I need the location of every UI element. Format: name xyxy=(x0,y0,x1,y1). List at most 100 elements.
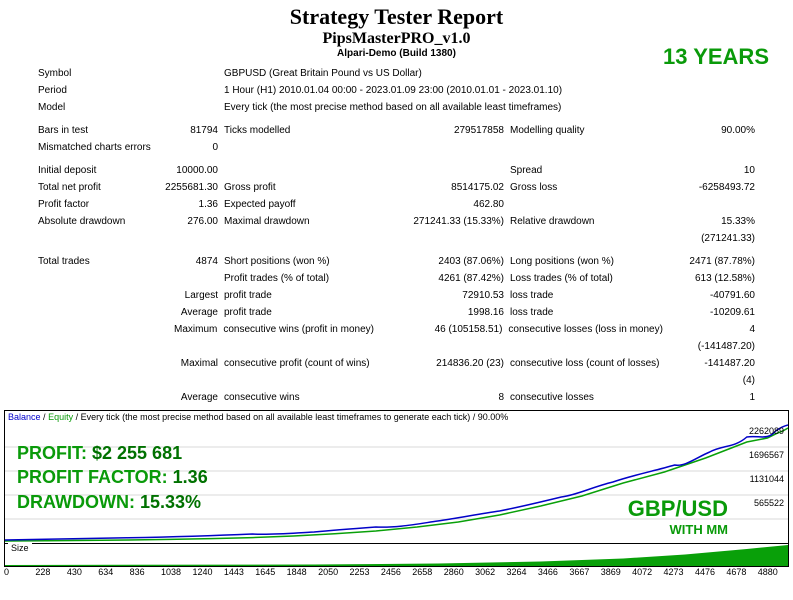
overlay-pair-text: GBP/USD xyxy=(628,496,728,522)
xtick: 4273 xyxy=(664,567,695,577)
xtick: 3869 xyxy=(601,567,632,577)
label-max-cw: consecutive wins (profit in money) xyxy=(217,321,412,355)
value-avg-cw: 8 xyxy=(384,389,504,406)
overlay-pair: GBP/USD WITH MM xyxy=(628,496,728,537)
size-label: Size xyxy=(8,543,32,553)
label-largest-pt: profit trade xyxy=(218,287,384,304)
label-mismatched: Mismatched charts errors xyxy=(38,139,178,156)
label-avg-lt: loss trade xyxy=(504,304,670,321)
value-spread: 10 xyxy=(670,162,755,179)
label-absdd: Absolute drawdown xyxy=(38,213,148,247)
value-ltp: 613 (12.58%) xyxy=(670,270,755,287)
value-gp: 8514175.02 xyxy=(384,179,504,196)
value-maxdd: 271241.33 (15.33%) xyxy=(384,213,504,247)
value-largest-lt: -40791.60 xyxy=(670,287,755,304)
label-reldd: Relative drawdown xyxy=(504,213,670,247)
label-mq: Modelling quality xyxy=(504,122,670,139)
legend-balance: Balance xyxy=(8,412,41,422)
label-model: Model xyxy=(38,99,118,116)
overlay-dd-label: DRAWDOWN: xyxy=(17,492,140,512)
value-maximal-cp: 214836.20 (23) xyxy=(414,355,504,389)
value-model: Every tick (the most precise method base… xyxy=(218,99,561,116)
xtick: 1848 xyxy=(287,567,318,577)
label-avg-cl: consecutive losses xyxy=(504,389,670,406)
label-ticks: Ticks modelled xyxy=(218,122,384,139)
xtick: 0 xyxy=(4,567,35,577)
label-spread: Spread xyxy=(504,162,670,179)
value-total-trades: 4874 xyxy=(118,253,218,270)
label-average2: Average xyxy=(118,389,218,406)
equity-chart: Balance / Equity / Every tick (the most … xyxy=(4,410,789,567)
overlay-pf: 1.36 xyxy=(173,467,208,487)
label-pf: Profit factor xyxy=(38,196,118,213)
xtick: 634 xyxy=(98,567,129,577)
value-bars: 81794 xyxy=(118,122,218,139)
label-long: Long positions (won %) xyxy=(504,253,670,270)
xtick: 2456 xyxy=(381,567,412,577)
value-largest-pt: 72910.53 xyxy=(384,287,504,304)
ytick: 1696567 xyxy=(749,450,784,460)
overlay-profit: $2 255 681 xyxy=(92,443,182,463)
value-max-cw: 46 (105158.51) xyxy=(413,321,503,355)
xtick: 4678 xyxy=(726,567,757,577)
value-period: 1 Hour (H1) 2010.01.04 00:00 - 2023.01.0… xyxy=(218,82,562,99)
value-tnp: 2255681.30 xyxy=(118,179,218,196)
label-total-trades: Total trades xyxy=(38,253,118,270)
value-pf: 1.36 xyxy=(118,196,218,213)
label-largest: Largest xyxy=(118,287,218,304)
value-absdd: 276.00 xyxy=(148,213,218,247)
label-tnp: Total net profit xyxy=(38,179,118,196)
label-largest-lt: loss trade xyxy=(504,287,670,304)
ytick: 2262089 xyxy=(749,426,784,436)
value-avg-pt: 1998.16 xyxy=(384,304,504,321)
legend-rest: / Every tick (the most precise method ba… xyxy=(76,412,509,422)
value-initial-deposit: 10000.00 xyxy=(118,162,218,179)
value-ep: 462.80 xyxy=(384,196,504,213)
label-symbol: Symbol xyxy=(38,65,118,82)
label-maximal-cl: consecutive loss (count of losses) xyxy=(504,355,700,389)
value-avg-lt: -10209.61 xyxy=(670,304,755,321)
xtick: 1443 xyxy=(224,567,255,577)
legend-equity: Equity xyxy=(48,412,73,422)
overlay-mm: WITH MM xyxy=(628,522,728,537)
xtick: 1038 xyxy=(161,567,192,577)
overlay-dd: 15.33% xyxy=(140,492,201,512)
report-title: Strategy Tester Report xyxy=(0,4,793,30)
overlay-profit-label: PROFIT: xyxy=(17,443,92,463)
balance-chart-area: 2262089 1696567 1131044 565522 PROFIT: $… xyxy=(5,423,788,543)
label-gl: Gross loss xyxy=(504,179,670,196)
label-avg-pt: profit trade xyxy=(218,304,384,321)
xtick: 4476 xyxy=(695,567,726,577)
value-ticks: 279517858 xyxy=(384,122,504,139)
label-short: Short positions (won %) xyxy=(218,253,384,270)
value-avg-cl: 1 xyxy=(670,389,755,406)
label-period: Period xyxy=(38,82,118,99)
xtick: 1240 xyxy=(192,567,223,577)
value-maximal-cl: -141487.20 (4) xyxy=(700,355,755,389)
label-average: Average xyxy=(118,304,218,321)
xtick: 836 xyxy=(130,567,161,577)
value-mq: 90.00% xyxy=(670,122,755,139)
label-max-cl: consecutive losses (loss in money) xyxy=(502,321,697,355)
value-symbol: GBPUSD (Great Britain Pound vs US Dollar… xyxy=(218,65,422,82)
label-ptp: Profit trades (% of total) xyxy=(218,270,384,287)
xtick: 2658 xyxy=(412,567,443,577)
value-short: 2403 (87.06%) xyxy=(384,253,504,270)
ytick: 565522 xyxy=(754,498,784,508)
overlay-metrics: PROFIT: $2 255 681 PROFIT FACTOR: 1.36 D… xyxy=(17,441,208,514)
xtick: 2860 xyxy=(444,567,475,577)
xtick: 2253 xyxy=(349,567,380,577)
xtick: 430 xyxy=(67,567,98,577)
label-bars: Bars in test xyxy=(38,122,118,139)
label-ep: Expected payoff xyxy=(218,196,384,213)
value-max-cl: 4 (-141487.20) xyxy=(698,321,755,355)
years-badge: 13 YEARS xyxy=(663,44,769,70)
label-maximal-cp: consecutive profit (count of wins) xyxy=(218,355,414,389)
label-maxdd: Maximal drawdown xyxy=(218,213,384,247)
xtick: 4880 xyxy=(758,567,789,577)
xtick: 3062 xyxy=(475,567,506,577)
label-gp: Gross profit xyxy=(218,179,384,196)
xtick: 3264 xyxy=(507,567,538,577)
x-axis: 0228430634836103812401443164518482050225… xyxy=(0,567,793,579)
xtick: 4072 xyxy=(632,567,663,577)
